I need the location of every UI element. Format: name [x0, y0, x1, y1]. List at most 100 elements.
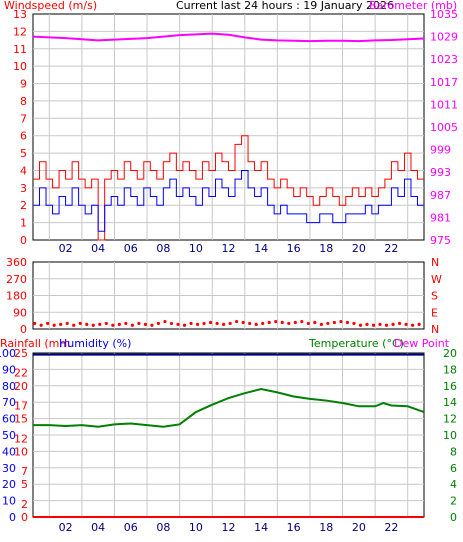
direction-point [235, 319, 239, 324]
direction-tick-label: 270 [6, 273, 27, 286]
windspeed-tick-label: 8 [20, 95, 27, 108]
direction-point [332, 320, 336, 325]
temperature-tick-label: 0 [450, 511, 457, 524]
windspeed-tick-label: 7 [20, 112, 27, 125]
direction-point [65, 321, 69, 326]
direction-point [215, 321, 219, 326]
humidity-tick-label: 90 [2, 363, 16, 376]
windspeed-tick-label: 6 [20, 130, 27, 143]
rainfall-tick-label: 25 [14, 347, 28, 360]
barometer-tick-label: 1029 [430, 31, 458, 44]
windspeed-tick-label: 0 [20, 234, 27, 247]
barometer-tick-label: 993 [430, 166, 451, 179]
x-tick-label: 02 [59, 242, 73, 255]
x-tick-label: 04 [91, 242, 105, 255]
temperature-tick-label: 8 [450, 445, 457, 458]
x-tick-label: 06 [124, 521, 138, 534]
climate-axis-ticks: 0102030405060708090100025710121517202225… [0, 347, 457, 524]
barometer-tick-label: 1005 [430, 121, 458, 134]
wind-axis-ticks: 0123456789101112139759819879939991005101… [13, 8, 458, 247]
rainfall-label: Rainfall (mm [0, 337, 70, 350]
x-tick-label: 18 [319, 521, 333, 534]
humidity-tick-label: 100 [0, 347, 16, 360]
temperature-label: Temperature (°C) [308, 337, 404, 350]
direction-point [287, 321, 291, 326]
rainfall-tick-label: 2 [21, 498, 28, 511]
direction-point [371, 323, 376, 327]
rainfall-tick-label: 5 [21, 478, 28, 491]
direction-point [404, 322, 408, 326]
direction-point [33, 321, 37, 326]
direction-point [46, 321, 50, 326]
direction-point [313, 320, 317, 325]
rainfall-tick-label: 17 [14, 399, 28, 412]
direction-tick-label: 180 [6, 290, 27, 303]
humidity-tick-label: 60 [2, 413, 16, 426]
x-tick-label: 12 [222, 242, 236, 255]
compass-tick-label: E [431, 306, 438, 319]
direction-point [306, 321, 310, 326]
direction-point [222, 322, 226, 326]
direction-point [358, 323, 363, 327]
direction-point [195, 322, 200, 326]
direction-point [182, 323, 187, 327]
windspeed-title: Windspeed (m/s) [4, 0, 97, 12]
direction-point [117, 322, 121, 326]
direction-point [228, 321, 232, 326]
humidity-tick-label: 40 [2, 445, 16, 458]
x-axis-ticks: 02 04 06 08 10 12 14 16 18 20 22 02 04 06 08 10 12 14 16 18… [59, 242, 399, 534]
direction-point [124, 321, 128, 326]
rainfall-tick-label: 20 [14, 380, 28, 393]
compass-tick-label: N [431, 256, 439, 269]
x-tick-label: 08 [156, 521, 170, 534]
barometer-tick-label: 1023 [430, 53, 458, 66]
direction-point [391, 322, 395, 326]
direction-point [384, 323, 389, 327]
direction-point [261, 321, 265, 326]
direction-point [339, 319, 343, 324]
direction-point [417, 322, 421, 326]
x-tick-label: 20 [352, 521, 366, 534]
x-tick-label: 16 [287, 521, 301, 534]
temperature-tick-label: 20 [443, 347, 457, 360]
rainfall-tick-label: 0 [21, 511, 28, 524]
humidity-tick-label: 70 [2, 396, 16, 409]
temperature-tick-label: 6 [450, 462, 457, 475]
windspeed-tick-label: 3 [20, 182, 27, 195]
direction-point [59, 322, 63, 326]
barometer-tick-label: 987 [430, 189, 451, 202]
direction-point [78, 321, 82, 326]
barometer-tick-label: 981 [430, 211, 451, 224]
grid-lines [33, 14, 424, 517]
temperature-line [33, 388, 425, 428]
humidity-tick-label: 0 [9, 511, 16, 524]
windspeed-tick-label: 2 [20, 199, 27, 212]
direction-point [345, 320, 350, 325]
direction-point [111, 323, 115, 327]
temperature-tick-label: 10 [443, 429, 457, 442]
direction-point [274, 319, 278, 324]
climate-series [33, 353, 425, 518]
windspeed-tick-label: 1 [20, 217, 27, 230]
direction-point [378, 322, 382, 326]
x-tick-label: 18 [319, 242, 333, 255]
barometer-line [32, 32, 425, 43]
windspeed-tick-label: 13 [13, 8, 27, 21]
temperature-tick-label: 16 [443, 380, 457, 393]
direction-tick-label: 360 [6, 256, 27, 269]
x-tick-label: 16 [287, 242, 301, 255]
barometer-tick-label: 1011 [430, 98, 458, 111]
direction-point [104, 321, 108, 326]
direction-point [202, 321, 206, 326]
direction-point [319, 322, 323, 326]
direction-point [150, 323, 154, 327]
x-tick-label: 20 [352, 242, 366, 255]
temperature-tick-label: 18 [443, 363, 457, 376]
direction-point [397, 321, 402, 326]
direction-point [169, 321, 174, 326]
direction-point [365, 322, 369, 326]
direction-point [352, 321, 356, 326]
direction-point [72, 323, 76, 327]
direction-point [98, 322, 102, 326]
